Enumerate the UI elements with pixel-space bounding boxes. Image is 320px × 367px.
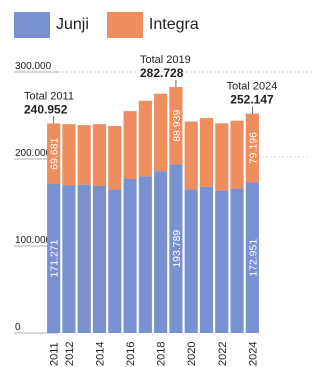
data-label-integra-2011: 69.681 (49, 137, 61, 169)
bar-junji-2022 (215, 190, 229, 333)
bar-junji-2014 (92, 185, 107, 333)
x-tick-label-2024: 2024 (247, 342, 259, 366)
data-label-integra-2024: 79.196 (247, 132, 259, 164)
x-tick-label-2018: 2018 (156, 342, 168, 366)
bar-integra-2023 (230, 120, 244, 189)
bar-junji-2017 (138, 176, 152, 333)
total-value-2019: 282.728 (140, 66, 184, 80)
bar-junji-2020 (184, 189, 198, 333)
y-tick-label: 0 (15, 322, 21, 333)
bar-integra-2016 (123, 111, 137, 180)
bar-integra-2012 (62, 124, 76, 186)
bar-integra-2022 (215, 123, 229, 191)
bar-integra-2019 (169, 87, 183, 165)
legend: Junji Integra (14, 8, 217, 42)
bar-junji-2021 (199, 186, 214, 333)
bar-integra-2018 (154, 93, 168, 172)
legend-item-junji: Junji (14, 12, 89, 38)
total-value-2011: 240.952 (24, 102, 68, 116)
y-tick-label: 100.000 (15, 235, 52, 246)
bar-junji-2013 (77, 184, 91, 333)
bar-integra-2020 (184, 121, 198, 190)
bar-junji-2024 (245, 182, 259, 333)
bar-junji-2011 (47, 183, 61, 333)
y-tick-label: 300.000 (15, 61, 52, 72)
x-tick-label-2022: 2022 (217, 342, 229, 366)
bar-integra-2013 (77, 125, 91, 185)
bar-junji-2015 (108, 189, 122, 333)
x-tick-label-2016: 2016 (125, 342, 137, 366)
legend-swatch-integra (106, 12, 143, 38)
bar-junji-2012 (62, 185, 76, 333)
legend-label-integra: Integra (148, 16, 199, 33)
x-tick-label-2012: 2012 (64, 342, 76, 366)
bar-integra-2024 (245, 113, 259, 183)
total-label-2011: Total 2011 (24, 90, 74, 102)
total-label-2024: Total 2024 (227, 81, 278, 93)
x-tick-label-2020: 2020 (186, 342, 198, 366)
legend-label-junji: Junji (56, 16, 89, 33)
data-label-integra-2019: 88.939 (171, 110, 183, 142)
legend-item-integra: Integra (106, 12, 199, 38)
bar-junji-2016 (123, 179, 137, 333)
data-label-junji-2019: 193.789 (171, 230, 183, 268)
total-value-2024: 252.147 (230, 93, 274, 107)
data-label-junji-2011: 171.271 (49, 239, 61, 277)
x-tick-label-2011: 2011 (49, 342, 61, 366)
bar-integra-2011 (47, 123, 61, 184)
bar-integra-2017 (138, 100, 152, 177)
bar-integra-2021 (199, 118, 214, 187)
total-label-2019: Total 2019 (140, 54, 191, 66)
data-label-junji-2024: 172.951 (247, 239, 259, 277)
bar-junji-2018 (154, 171, 168, 333)
y-tick-label: 200.000 (15, 148, 52, 159)
bar-integra-2015 (108, 125, 122, 190)
bar-integra-2014 (92, 124, 107, 186)
x-tick-label-2014: 2014 (95, 342, 107, 366)
legend-swatch-junji (14, 12, 50, 38)
bar-junji-2023 (230, 188, 244, 333)
bar-junji-2019 (169, 164, 183, 333)
